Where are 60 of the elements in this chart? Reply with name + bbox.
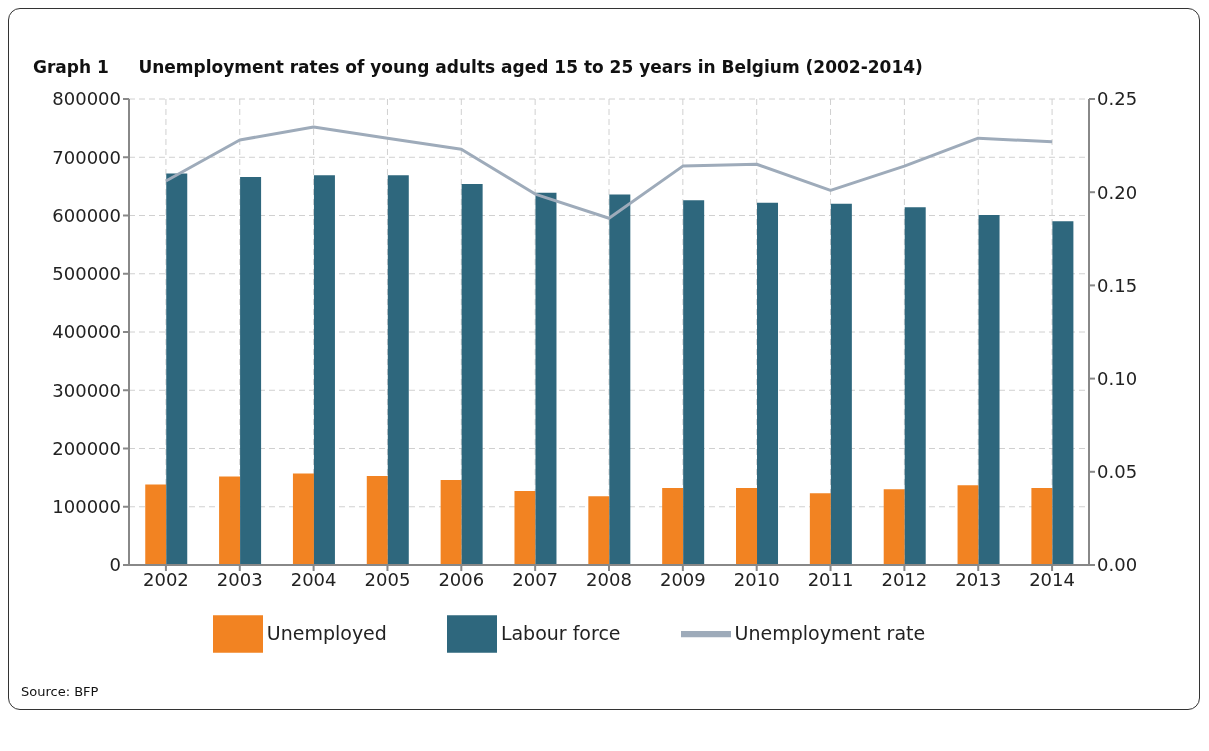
y-tick-label: 700000	[52, 146, 121, 168]
chart-title: Graph 1 Unemployment rates of young adults aged 15 to 25 years in Belgium (2002-2014)	[33, 57, 923, 77]
y-tick-label: 500000	[52, 263, 121, 285]
bar	[240, 177, 262, 565]
x-tick-label: 2009	[659, 568, 706, 590]
bar	[957, 485, 979, 565]
y-tick-label: 800000	[52, 88, 121, 110]
x-tick-label: 2003	[216, 568, 263, 590]
x-tick-label: 2007	[512, 568, 559, 590]
line-series	[164, 125, 1054, 220]
bar	[366, 475, 388, 565]
x-tick-label: 2012	[881, 568, 928, 590]
bar	[145, 484, 167, 565]
x-tick-label: 2013	[955, 568, 1002, 590]
y2-tick-label: 0.25	[1097, 88, 1138, 110]
bar	[313, 175, 335, 565]
x-tick-label: 2010	[733, 568, 780, 590]
bar	[736, 488, 758, 565]
legend-label: Unemployed	[266, 621, 387, 644]
y2-tick-label: 0.20	[1097, 181, 1138, 203]
y2-tick-label: 0.05	[1097, 461, 1138, 483]
legend-label: Unemployment rate	[734, 621, 926, 644]
legend-label: Labour force	[500, 621, 621, 644]
bar	[387, 175, 409, 565]
bar	[883, 489, 905, 565]
source-note: Source: BFP	[21, 684, 99, 699]
y-tick-label: 200000	[52, 437, 121, 459]
y-tick-label: 400000	[52, 321, 121, 343]
bar	[978, 214, 1000, 565]
bar	[535, 192, 557, 565]
x-tick-label: 2006	[438, 568, 485, 590]
x-tick-label: 2008	[586, 568, 632, 590]
bar	[830, 203, 852, 565]
bar	[219, 476, 241, 565]
y-tick-label: 100000	[52, 496, 121, 518]
bar	[683, 200, 705, 565]
bar	[904, 207, 926, 565]
bar	[461, 184, 483, 565]
bar	[440, 479, 462, 565]
bar	[662, 488, 684, 565]
x-tick-label: 2002	[143, 568, 189, 590]
x-tick-label: 2011	[807, 568, 854, 590]
y-tick-label: 0	[109, 554, 121, 576]
x-tick-label: 2005	[364, 568, 411, 590]
bar	[1052, 221, 1074, 565]
y-tick-label: 600000	[52, 204, 121, 226]
bar	[809, 493, 831, 565]
y2-tick-label: 0.10	[1097, 367, 1138, 389]
x-tick-label: 2004	[290, 568, 337, 590]
y2-tick-label: 0.15	[1097, 274, 1138, 296]
x-tick-label: 2014	[1029, 568, 1075, 590]
bar	[588, 496, 610, 565]
y2-tick-label: 0.00	[1097, 554, 1138, 576]
y-tick-label: 300000	[52, 379, 121, 401]
bar	[757, 202, 779, 565]
bar	[166, 173, 188, 565]
bar	[609, 194, 631, 565]
bar	[514, 491, 536, 565]
bar	[1031, 488, 1053, 565]
bar	[292, 473, 314, 565]
